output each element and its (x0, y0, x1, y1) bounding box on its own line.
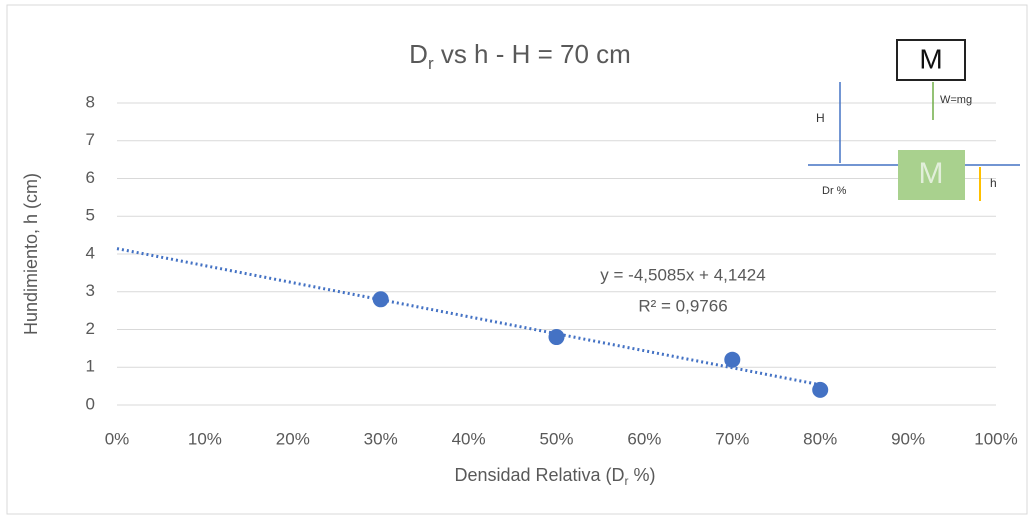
x-tick-label: 40% (452, 429, 486, 448)
x-tick-label: 70% (715, 429, 749, 448)
x-tick-label: 60% (627, 429, 661, 448)
y-tick-label: 5 (86, 206, 95, 225)
x-tick-label: 90% (891, 429, 925, 448)
sunk-mass-label: M (919, 157, 944, 190)
label-part: Densidad Relativa (D (454, 465, 624, 485)
density-label: Dr % (822, 185, 847, 197)
x-tick-label: 30% (364, 429, 398, 448)
x-tick-label: 100% (974, 429, 1017, 448)
chart-title: Dr vs h - H = 70 cm (409, 39, 631, 74)
y-tick-label: 1 (86, 357, 95, 376)
x-axis-label: Densidad Relativa (Dr %) (454, 465, 655, 488)
inset-diagram: M W=mg H M h Dr % (808, 39, 1020, 201)
x-tick-label: 50% (539, 429, 573, 448)
title-part: vs h - H = 70 cm (434, 39, 631, 69)
weight-label: W=mg (940, 94, 972, 106)
label-part: %) (629, 465, 656, 485)
trendline-equation: y = -4,5085x + 4,1424 (600, 265, 765, 284)
y-tick-label: 3 (86, 281, 95, 300)
sunk-mass-box (898, 150, 965, 200)
trendline-r2: R² = 0,9766 (638, 296, 727, 315)
chart-border (6, 4, 1028, 515)
mass-label: M (919, 43, 942, 74)
x-tick-label: 80% (803, 429, 837, 448)
label-sub: r (625, 474, 629, 488)
sink-label: h (990, 176, 997, 190)
y-tick-label: 4 (86, 243, 95, 262)
y-tick-label: 2 (86, 319, 95, 338)
y-tick-label: 7 (86, 130, 95, 149)
point (548, 329, 565, 346)
point (812, 381, 829, 398)
point (724, 351, 741, 368)
y-axis-label: Hundimiento, h (cm) (21, 173, 41, 335)
x-tick-label: 10% (188, 429, 222, 448)
y-tick-label: 8 (86, 92, 95, 111)
y-tick-label: 6 (86, 168, 95, 187)
title-sub: r (428, 54, 434, 73)
mass-box (896, 39, 966, 81)
trendline (116, 247, 821, 387)
x-tick-label: 0% (105, 429, 130, 448)
title-part: D (409, 39, 428, 69)
point (372, 291, 389, 308)
x-tick-label: 20% (276, 429, 310, 448)
y-tick-label: 0 (86, 394, 95, 413)
height-label: H (816, 111, 825, 125)
